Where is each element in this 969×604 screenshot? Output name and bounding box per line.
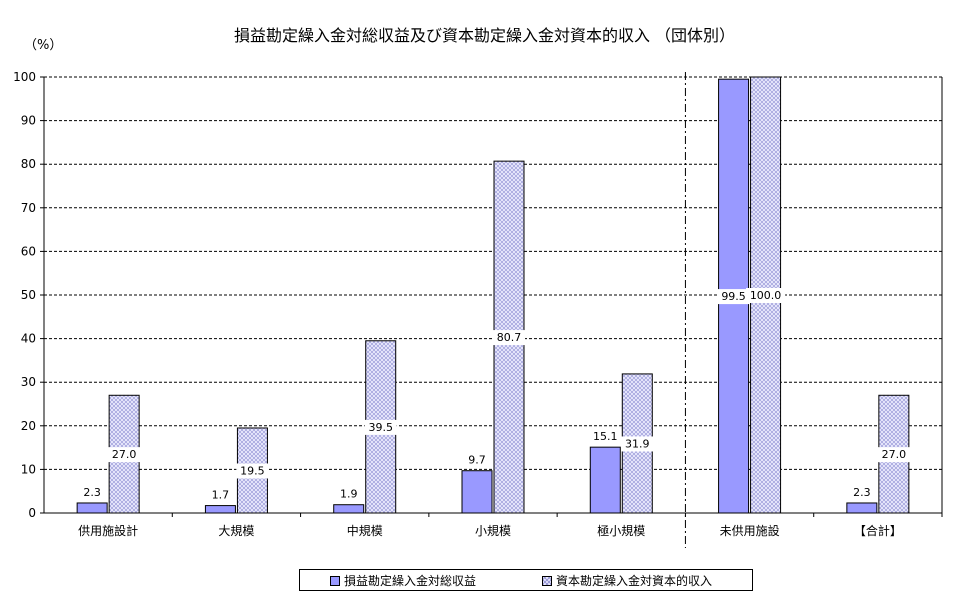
data-label-series-2: 80.7 <box>497 331 522 344</box>
data-label-background <box>877 447 910 463</box>
legend-label-series-1: 損益勘定繰入金対総収益 <box>344 574 477 588</box>
data-label-series-1: 15.1 <box>593 430 618 443</box>
bar-series-1 <box>204 505 236 514</box>
data-label-background <box>364 419 397 435</box>
x-category-label: 未供用施設 <box>720 523 780 538</box>
y-tick-label: 10 <box>21 462 36 476</box>
y-tick-label: 80 <box>21 157 36 171</box>
x-category-label: 供用施設計 <box>78 523 138 538</box>
y-tick-label: 40 <box>21 332 36 346</box>
bar-series-1 <box>589 446 621 514</box>
legend-item-series-2: 資本勘定繰入金対資本的収入 <box>542 572 712 589</box>
y-tick-label: 50 <box>21 288 36 302</box>
data-label-series-1: 1.7 <box>212 489 230 502</box>
y-tick-label: 0 <box>28 506 36 520</box>
y-tick-label: 70 <box>21 201 36 215</box>
x-category-label: 中規模 <box>347 523 383 538</box>
y-tick-label: 30 <box>21 375 36 389</box>
data-label-background <box>717 289 750 305</box>
data-label-series-2: 19.5 <box>240 464 265 477</box>
data-label-series-1: 9.7 <box>468 454 486 467</box>
y-tick-label: 100 <box>13 70 36 84</box>
data-label-series-1: 2.3 <box>83 486 101 499</box>
data-label-series-2: 27.0 <box>112 448 137 461</box>
data-label-series-2: 100.0 <box>750 289 782 302</box>
data-label-background <box>493 330 525 346</box>
data-label-background <box>746 288 786 303</box>
data-label-background <box>108 447 141 463</box>
x-category-label: 大規模 <box>218 523 254 538</box>
legend-swatch-series-1 <box>330 575 340 586</box>
chart-title: 損益勘定繰入金対総収益及び資本勘定繰入金対資本的収入 （団体別） <box>233 26 736 45</box>
data-label-series-2: 31.9 <box>625 437 650 450</box>
bar-series-1 <box>461 470 493 514</box>
y-tick-label: 60 <box>21 244 36 258</box>
y-tick-label: 20 <box>21 419 36 433</box>
bar-series-1 <box>846 502 878 514</box>
legend-label-series-2: 資本勘定繰入金対資本的収入 <box>556 574 713 588</box>
data-label-series-2: 27.0 <box>882 448 907 461</box>
data-label-series-1: 1.9 <box>340 488 358 501</box>
x-category-label: 極小規模 <box>597 523 645 538</box>
y-axis-unit-label: （%） <box>24 38 63 53</box>
x-category-label: 【合計】 <box>854 523 902 538</box>
data-label-series-1: 99.5 <box>721 290 746 303</box>
x-category-label: 小規模 <box>475 523 511 538</box>
data-label-series-2: 39.5 <box>368 421 393 434</box>
data-label-background <box>621 436 654 452</box>
chart-legend: 損益勘定繰入金対総収益 資本勘定繰入金対資本的収入 <box>299 569 753 591</box>
bar-series-1 <box>333 504 365 514</box>
legend-swatch-series-2 <box>542 575 552 586</box>
data-label-series-1: 2.3 <box>853 486 871 499</box>
data-label-background <box>236 463 269 479</box>
bar-series-1 <box>76 502 108 514</box>
y-tick-label: 90 <box>21 114 36 128</box>
legend-item-series-1: 損益勘定繰入金対総収益 <box>330 572 476 589</box>
